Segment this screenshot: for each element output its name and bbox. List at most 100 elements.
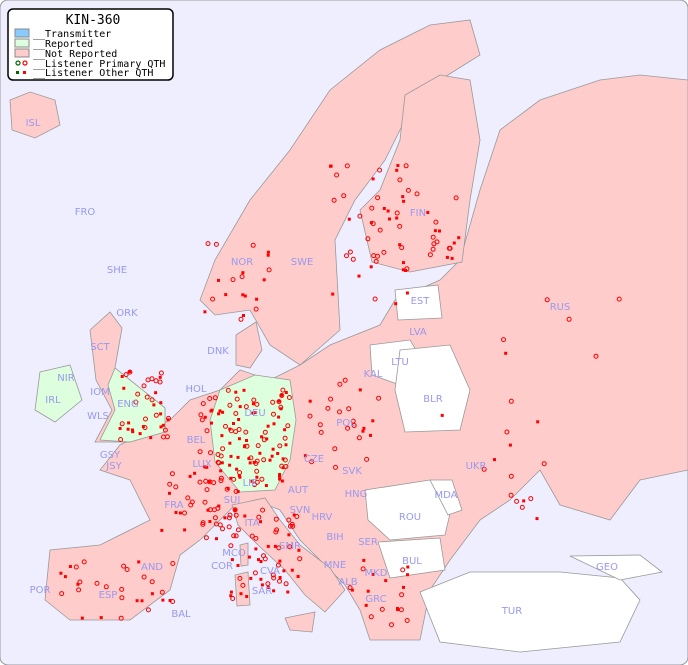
listener-other-qth-marker [99, 616, 103, 620]
country-label-nor: NOR [231, 257, 253, 268]
listener-primary-qth-marker [397, 223, 403, 229]
listener-primary-qth-marker [376, 395, 382, 401]
country-eng [99, 367, 166, 443]
country-label-svk: SVK [342, 466, 362, 477]
listener-primary-qth-marker [519, 504, 525, 510]
country-label-est: EST [411, 296, 431, 307]
listener-other-qth-marker [234, 390, 238, 394]
listener-other-qth-marker [223, 516, 227, 520]
listener-other-qth-marker [203, 465, 207, 469]
listener-primary-qth-marker [433, 219, 439, 225]
listener-primary-qth-marker [211, 480, 217, 486]
listener-primary-qth-marker [394, 210, 400, 216]
listener-primary-qth-marker [253, 306, 259, 312]
listener-primary-qth-marker [149, 376, 155, 382]
listener-other-qth-marker [226, 487, 230, 490]
listener-other-qth-marker [217, 412, 221, 416]
listener-primary-qth-marker [230, 596, 236, 601]
listener-primary-qth-marker [189, 499, 195, 505]
listener-other-qth-marker [122, 386, 126, 390]
country-label-esp: ESP [99, 590, 118, 601]
listener-other-qth-marker [235, 467, 239, 471]
listener-primary-qth-marker [453, 195, 459, 201]
listener-other-qth-marker [203, 415, 207, 419]
listener-primary-qth-marker [616, 296, 622, 302]
listener-primary-qth-marker [285, 423, 291, 429]
listener-primary-qth-marker [213, 241, 219, 247]
listener-other-qth-marker [281, 466, 285, 470]
listener-other-qth-marker [135, 599, 139, 603]
listener-other-qth-marker [245, 595, 249, 598]
listener-other-qth-marker [174, 511, 178, 514]
listener-primary-qth-marker [119, 421, 125, 427]
listener-primary-qth-marker [271, 575, 277, 581]
listener-primary-qth-marker [332, 446, 338, 452]
listener-primary-qth-marker [81, 559, 87, 565]
listener-primary-qth-marker [261, 457, 267, 463]
listener-other-qth-marker [131, 430, 135, 434]
listener-other-qth-marker [224, 293, 228, 297]
listener-other-qth-marker [303, 454, 307, 458]
listener-other-qth-marker [277, 415, 281, 419]
listener-other-qth-marker [406, 565, 410, 569]
listener-primary-qth-marker [414, 191, 420, 197]
listener-other-qth-marker [168, 491, 171, 495]
listener-other-qth-marker [220, 434, 224, 438]
listener-primary-qth-marker [255, 443, 261, 449]
country-label-eng: ENG [117, 399, 139, 410]
listener-other-qth-marker [160, 528, 164, 532]
listener-primary-qth-marker [318, 429, 324, 435]
legend-label-not-reported: __Not Reported [33, 49, 117, 60]
listener-other-qth-marker [362, 426, 366, 430]
listener-primary-qth-marker [356, 435, 362, 441]
listener-primary-qth-marker [404, 618, 410, 623]
listener-other-qth-marker [137, 560, 141, 564]
listener-primary-qth-marker [173, 484, 179, 490]
listener-primary-qth-marker [399, 592, 405, 598]
listener-primary-qth-marker [233, 512, 239, 518]
listener-other-qth-marker [284, 443, 288, 447]
listener-primary-qth-marker [350, 256, 356, 262]
listener-primary-qth-marker [398, 607, 404, 613]
listener-other-qth-marker [242, 388, 246, 392]
listener-primary-qth-marker [161, 434, 166, 440]
listener-primary-qth-marker [430, 246, 436, 252]
listener-primary-qth-marker [73, 564, 79, 570]
country-label-mda: MDA [435, 490, 458, 501]
listener-primary-qth-marker [566, 316, 572, 322]
listener-other-qth-marker [241, 271, 245, 275]
listener-other-qth-marker [205, 465, 209, 469]
country-label-mco: MCO [222, 548, 246, 559]
listener-other-qth-marker [254, 547, 258, 551]
listener-other-qth-marker [166, 418, 170, 422]
listener-other-qth-marker [283, 428, 287, 432]
listener-primary-qth-marker [119, 586, 125, 592]
country-label-ltu: LTU [391, 357, 409, 368]
listener-primary-qth-marker [261, 553, 266, 559]
listener-primary-qth-marker [350, 418, 356, 424]
listener-primary-qth-marker [118, 437, 124, 442]
listener-primary-qth-marker [377, 227, 383, 233]
country-label-bel: BEL [187, 435, 206, 446]
listener-primary-qth-marker [365, 236, 371, 242]
listener-primary-qth-marker [232, 507, 238, 513]
listener-other-qth-marker [382, 207, 386, 210]
listener-other-qth-marker [260, 583, 264, 587]
listener-primary-qth-marker [233, 429, 239, 435]
listener-primary-qth-marker [262, 429, 268, 435]
listener-other-qth-marker [270, 454, 274, 458]
listener-primary-qth-marker [243, 404, 249, 410]
legend-label-reported: __Reported [33, 39, 93, 50]
country-label-hol: HOL [186, 384, 207, 395]
country-bul [377, 537, 446, 579]
listener-other-qth-marker [262, 278, 266, 282]
listener-primary-qth-marker [218, 453, 224, 459]
listener-primary-qth-marker [228, 428, 234, 434]
listener-primary-qth-marker [233, 533, 239, 539]
listener-other-qth-marker [120, 375, 124, 378]
listener-other-qth-marker [278, 559, 282, 563]
listener-other-qth-marker [229, 476, 233, 480]
listener-other-qth-marker [236, 490, 240, 493]
listener-primary-qth-marker [297, 556, 303, 562]
country-dnk [235, 321, 263, 369]
